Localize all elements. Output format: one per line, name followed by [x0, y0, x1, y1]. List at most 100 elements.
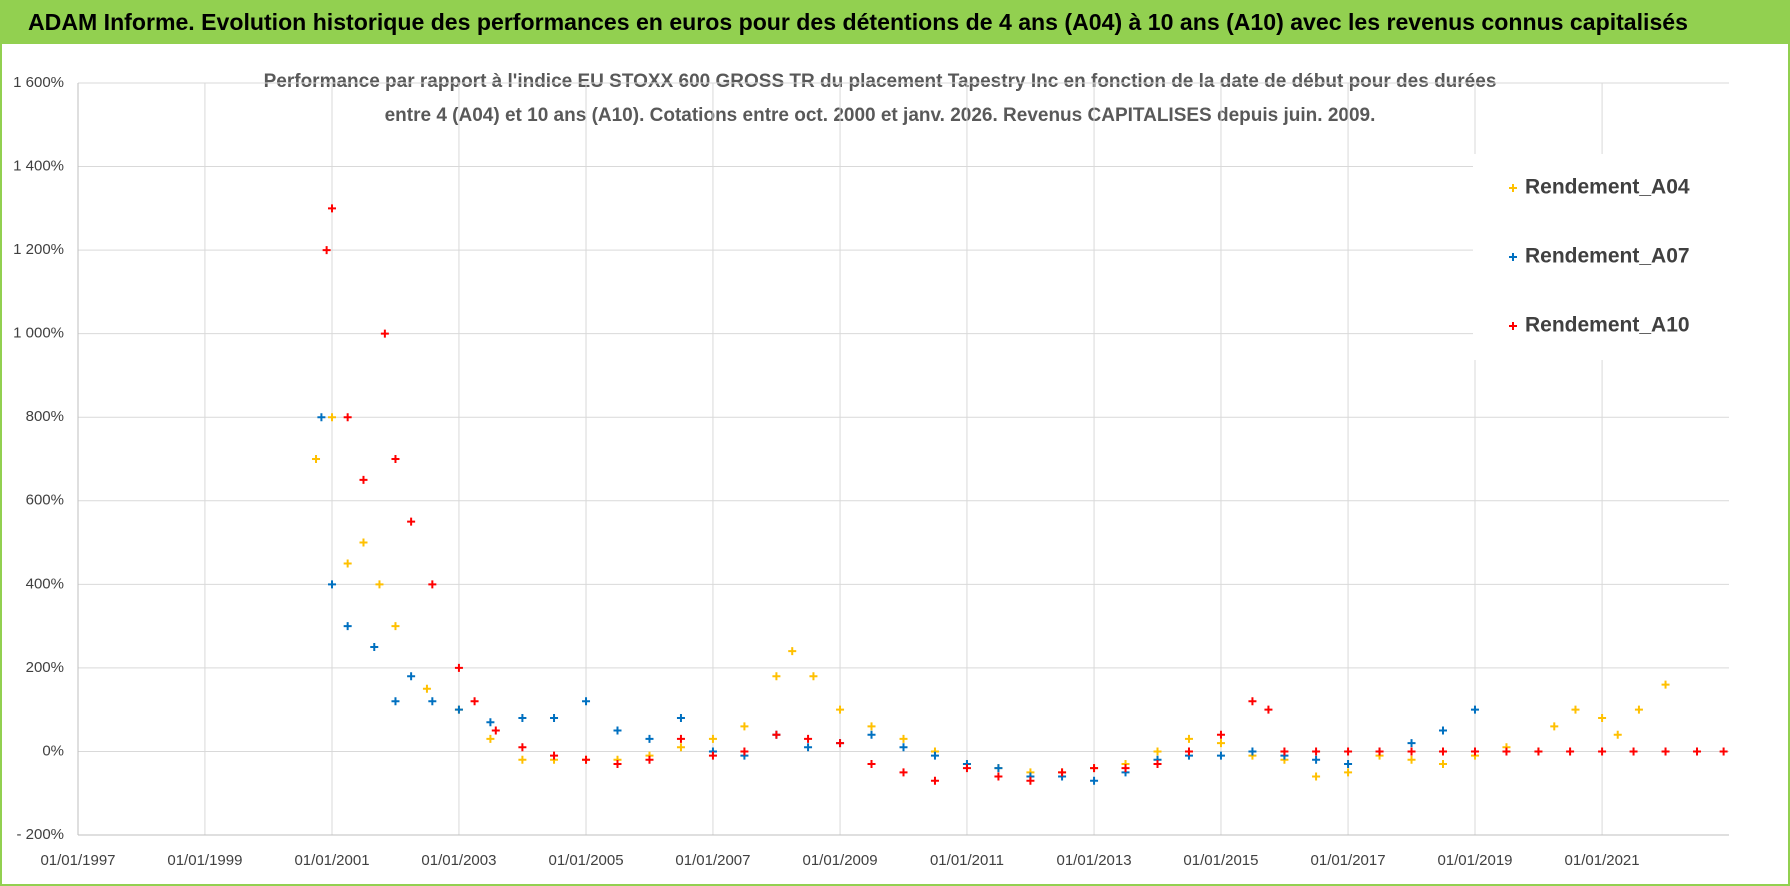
data-point	[1216, 751, 1225, 760]
legend-marker	[1509, 253, 1517, 261]
title-banner	[0, 0, 1790, 44]
x-tick-label: 01/01/2015	[1183, 852, 1258, 869]
data-point	[1216, 730, 1225, 739]
data-point	[1534, 747, 1543, 756]
data-point	[1439, 726, 1447, 735]
data-point	[1312, 747, 1321, 756]
data-point	[867, 722, 876, 731]
data-point	[328, 580, 337, 589]
data-point	[454, 705, 463, 714]
data-point	[518, 714, 527, 723]
data-point	[836, 739, 845, 748]
data-point	[804, 734, 813, 743]
data-point	[740, 747, 749, 756]
data-point	[391, 697, 400, 706]
data-point	[613, 726, 622, 735]
data-point	[1184, 734, 1193, 743]
data-point	[1439, 759, 1447, 768]
data-point	[1184, 747, 1193, 756]
data-point	[645, 755, 654, 764]
data-point	[370, 643, 379, 651]
chart-subtitle: entre 4 (A04) et 10 ans (A10). Cotations…	[385, 105, 1376, 126]
data-point	[1264, 705, 1273, 714]
data-point	[486, 718, 495, 727]
data-point	[1407, 755, 1416, 764]
data-point	[772, 730, 781, 739]
chart-title: ADAM Informe. Evolution historique des p…	[28, 9, 1688, 35]
data-point	[1344, 759, 1353, 768]
x-tick-label: 01/01/2003	[421, 852, 496, 869]
data-point	[391, 455, 400, 463]
data-point	[1661, 747, 1670, 756]
data-point	[550, 751, 559, 760]
data-point	[470, 697, 479, 706]
data-point	[676, 714, 685, 723]
data-point	[1280, 747, 1289, 756]
data-point	[788, 647, 797, 656]
legend-marker	[1509, 184, 1517, 192]
data-point	[407, 517, 416, 526]
data-point	[518, 743, 527, 752]
data-point	[740, 722, 749, 731]
x-tick-label: 01/01/2017	[1311, 852, 1386, 869]
y-tick-label: 600%	[26, 492, 64, 509]
data-point	[550, 714, 559, 723]
data-point	[1216, 739, 1225, 748]
data-point	[1153, 747, 1162, 756]
data-point	[899, 768, 908, 777]
y-tick-label: - 200%	[16, 826, 64, 843]
data-point	[1634, 705, 1643, 714]
data-point	[391, 622, 400, 631]
data-point	[772, 672, 781, 681]
data-point	[582, 697, 591, 706]
data-point	[491, 726, 500, 735]
data-point	[1470, 747, 1479, 756]
data-point	[1375, 747, 1384, 756]
data-point	[708, 751, 717, 760]
x-tick-label: 01/01/2013	[1057, 852, 1132, 869]
data-point	[930, 776, 939, 785]
data-point	[1613, 730, 1622, 739]
legend-label: Rendement_A04	[1525, 176, 1690, 199]
data-point	[317, 413, 326, 422]
data-point	[613, 759, 622, 768]
data-point	[343, 559, 352, 568]
data-point	[809, 672, 818, 681]
data-point	[1407, 739, 1416, 748]
y-tick-label: 400%	[26, 575, 64, 592]
data-point	[1719, 747, 1728, 756]
data-point	[1407, 747, 1416, 756]
data-point	[1571, 705, 1580, 714]
x-tick-label: 01/01/2011	[930, 852, 1004, 869]
y-tick-label: 800%	[26, 408, 64, 425]
y-tick-label: 200%	[26, 659, 64, 676]
data-point	[804, 743, 813, 752]
data-point	[1470, 705, 1479, 714]
data-point	[1344, 747, 1353, 756]
data-point	[428, 580, 437, 589]
data-point	[328, 204, 337, 213]
y-tick-label: 1 200%	[13, 241, 64, 258]
y-tick-label: 1 000%	[13, 325, 64, 342]
data-point	[1550, 722, 1559, 731]
y-tick-label: 0%	[42, 742, 64, 759]
data-point	[428, 697, 437, 706]
data-point	[518, 755, 527, 764]
data-point	[375, 580, 384, 589]
data-point	[1598, 747, 1607, 756]
x-tick-label: 01/01/2005	[548, 852, 623, 869]
data-point	[1121, 764, 1130, 773]
data-point	[1312, 772, 1321, 781]
data-point	[899, 734, 908, 743]
data-point	[1248, 697, 1257, 706]
data-point	[343, 413, 352, 422]
x-tick-label: 01/01/2001	[294, 852, 369, 869]
legend-marker	[1509, 322, 1517, 330]
data-point	[1566, 747, 1575, 756]
data-point	[676, 734, 685, 743]
x-tick-label: 01/01/2009	[803, 852, 878, 869]
data-point	[1629, 747, 1638, 756]
y-tick-label: 1 400%	[13, 158, 64, 175]
data-point	[994, 764, 1003, 773]
